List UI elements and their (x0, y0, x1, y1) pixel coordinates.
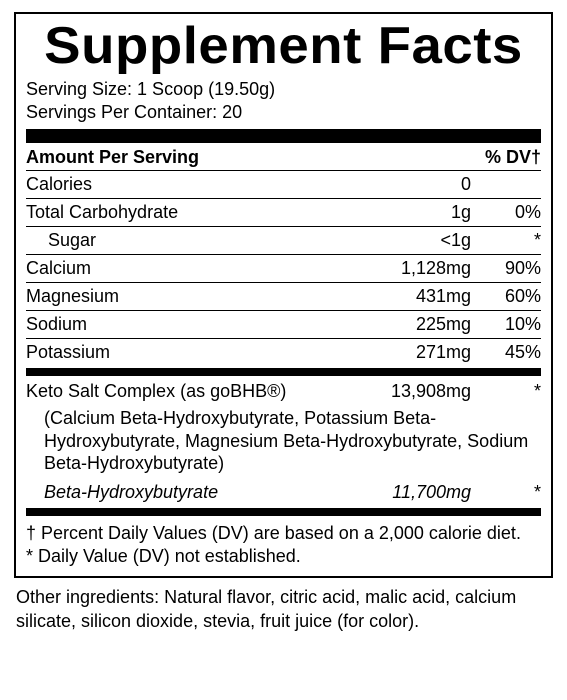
supplement-facts-panel: Supplement Facts Serving Size: 1 Scoop (… (14, 12, 553, 578)
complex-sub-name: Beta-Hydroxybutyrate (26, 482, 361, 503)
nutrient-amount: 225mg (361, 314, 471, 335)
complex-row: Keto Salt Complex (as goBHB®) 13,908mg * (26, 378, 541, 405)
header-dv-label: % DV† (485, 147, 541, 168)
serving-info: Serving Size: 1 Scoop (19.50g) Servings … (26, 76, 541, 127)
footnotes: † Percent Daily Values (DV) are based on… (26, 518, 541, 571)
complex-dv: * (471, 381, 541, 402)
footnote-dagger: † Percent Daily Values (DV) are based on… (26, 522, 541, 545)
nutrient-name: Calories (26, 174, 361, 195)
complex-sub-amount: 11,700mg (361, 482, 471, 503)
divider-thick (26, 129, 541, 143)
nutrient-amount: <1g (361, 230, 471, 251)
nutrient-dv: 0% (471, 202, 541, 223)
nutrient-amount: 0 (361, 174, 471, 195)
table-row: Sodium 225mg 10% (26, 311, 541, 338)
nutrient-amount: 1,128mg (361, 258, 471, 279)
nutrient-dv: * (471, 230, 541, 251)
nutrient-dv: 10% (471, 314, 541, 335)
table-row: Sugar <1g * (26, 227, 541, 254)
footnote-asterisk: * Daily Value (DV) not established. (26, 545, 541, 568)
table-row: Total Carbohydrate 1g 0% (26, 199, 541, 226)
complex-sub-row: Beta-Hydroxybutyrate 11,700mg * (26, 479, 541, 506)
nutrient-name: Magnesium (26, 286, 361, 307)
serving-size: Serving Size: 1 Scoop (19.50g) (26, 78, 541, 101)
nutrient-name: Potassium (26, 342, 361, 363)
nutrient-name: Sugar (26, 230, 361, 251)
nutrient-amount: 1g (361, 202, 471, 223)
nutrient-name: Sodium (26, 314, 361, 335)
other-ingredients: Other ingredients: Natural flavor, citri… (14, 578, 553, 633)
table-row: Magnesium 431mg 60% (26, 283, 541, 310)
nutrient-name: Calcium (26, 258, 361, 279)
table-row: Calcium 1,128mg 90% (26, 255, 541, 282)
table-row: Potassium 271mg 45% (26, 339, 541, 366)
divider-medium (26, 508, 541, 516)
nutrient-amount: 271mg (361, 342, 471, 363)
complex-description: (Calcium Beta-Hydroxybutyrate, Potassium… (26, 405, 541, 479)
complex-amount: 13,908mg (361, 381, 471, 402)
panel-title: Supplement Facts (13, 18, 554, 76)
header-amount-label: Amount Per Serving (26, 147, 199, 168)
nutrient-dv: 60% (471, 286, 541, 307)
table-header: Amount Per Serving % DV† (26, 143, 541, 170)
complex-sub-dv: * (471, 482, 541, 503)
servings-per-container: Servings Per Container: 20 (26, 101, 541, 124)
nutrient-dv: 90% (471, 258, 541, 279)
nutrient-name: Total Carbohydrate (26, 202, 361, 223)
table-row: Calories 0 (26, 171, 541, 198)
nutrient-amount: 431mg (361, 286, 471, 307)
complex-name: Keto Salt Complex (as goBHB®) (26, 381, 361, 402)
nutrient-dv: 45% (471, 342, 541, 363)
divider-medium (26, 368, 541, 376)
